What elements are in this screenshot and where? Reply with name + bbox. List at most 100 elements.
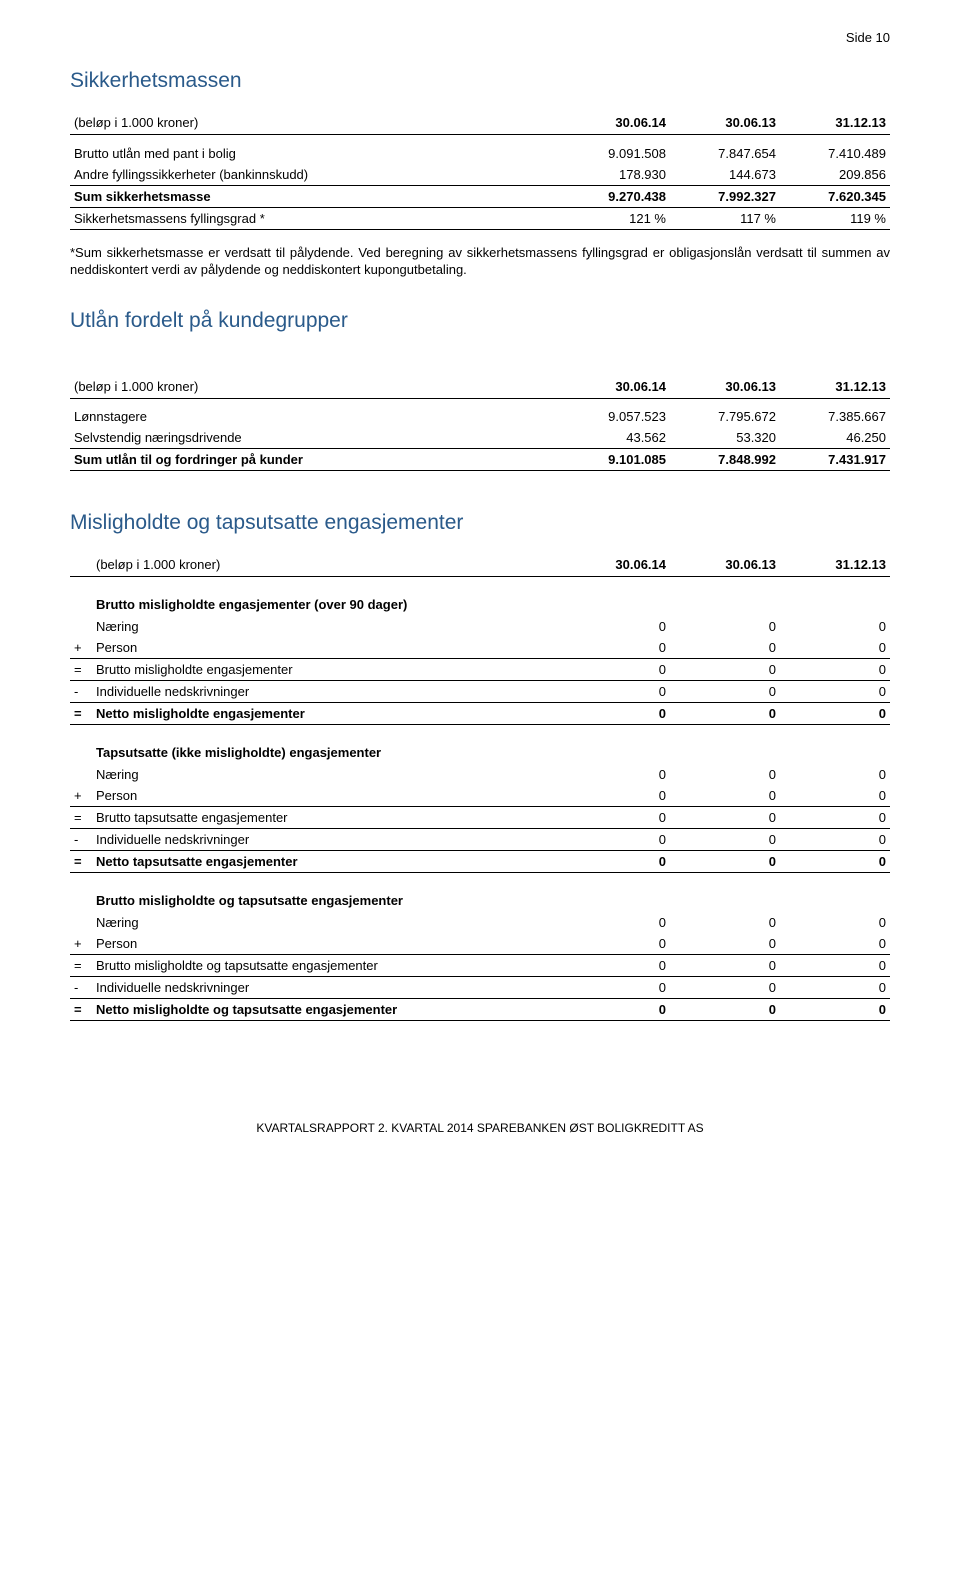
sum-value: 9.101.085: [560, 449, 670, 471]
op-cell: =: [70, 955, 92, 977]
row-value: 9.091.508: [560, 143, 670, 164]
table-header-row: (beløp i 1.000 kroner) 30.06.14 30.06.13…: [70, 111, 890, 135]
row-value: 0: [670, 829, 780, 851]
table-misligholdte: (beløp i 1.000 kroner) 30.06.14 30.06.13…: [70, 553, 890, 1021]
row-label: Netto misligholdte og tapsutsatte engasj…: [92, 999, 560, 1021]
row-value: 209.856: [780, 164, 890, 186]
table-row: [70, 398, 890, 406]
group-title: Brutto misligholdte og tapsutsatte engas…: [92, 887, 890, 912]
row-value: 0: [780, 659, 890, 681]
section-title-misligholdte: Misligholdte og tapsutsatte engasjemente…: [70, 511, 890, 535]
row-label: Brutto tapsutsatte engasjementer: [92, 807, 560, 829]
row-value: 0: [560, 681, 670, 703]
table-row: Andre fyllingssikkerheter (bankinnskudd)…: [70, 164, 890, 186]
sum-row: Sum utlån til og fordringer på kunder 9.…: [70, 449, 890, 471]
row-value: 0: [780, 829, 890, 851]
row-value: 46.250: [780, 427, 890, 449]
table-row: =Netto tapsutsatte engasjementer000: [70, 851, 890, 873]
row-value: 0: [670, 785, 780, 807]
row-value: 7.847.654: [670, 143, 780, 164]
table-row: Næring000: [70, 912, 890, 933]
row-value: 0: [780, 807, 890, 829]
sum-row: Sum sikkerhetsmasse 9.270.438 7.992.327 …: [70, 185, 890, 207]
table-row: =Brutto tapsutsatte engasjementer000: [70, 807, 890, 829]
table-sikkerhetsmassen: (beløp i 1.000 kroner) 30.06.14 30.06.13…: [70, 111, 890, 230]
row-label: Andre fyllingssikkerheter (bankinnskudd): [70, 164, 560, 186]
row-value: 0: [560, 912, 670, 933]
table-row: =Brutto misligholdte engasjementer000: [70, 659, 890, 681]
group-title-row: Brutto misligholdte engasjementer (over …: [70, 591, 890, 616]
table-row: +Person000: [70, 785, 890, 807]
row-value: 7.385.667: [780, 406, 890, 427]
row-value: 0: [780, 933, 890, 955]
table-row: =Netto misligholdte og tapsutsatte engas…: [70, 999, 890, 1021]
group-title-row: Tapsutsatte (ikke misligholdte) engasjem…: [70, 739, 890, 764]
row-label: Næring: [92, 616, 560, 637]
row-value: 0: [780, 999, 890, 1021]
row-value: 0: [670, 851, 780, 873]
row-label: Individuelle nedskrivninger: [92, 977, 560, 999]
group-title: Brutto misligholdte engasjementer (over …: [92, 591, 890, 616]
op-col: [70, 553, 92, 577]
table-row: =Brutto misligholdte og tapsutsatte enga…: [70, 955, 890, 977]
row-value: 0: [560, 807, 670, 829]
table-row: Brutto utlån med pant i bolig 9.091.508 …: [70, 143, 890, 164]
row-value: 0: [560, 616, 670, 637]
row-value: 0: [780, 785, 890, 807]
row-value: 0: [560, 955, 670, 977]
row-label: Person: [92, 933, 560, 955]
table-row: -Individuelle nedskrivninger000: [70, 829, 890, 851]
col-header: 31.12.13: [780, 375, 890, 399]
col-header: 30.06.14: [560, 553, 670, 577]
sum-label: Sum sikkerhetsmasse: [70, 185, 560, 207]
group-spacer: [70, 577, 890, 592]
sum-value: 7.848.992: [670, 449, 780, 471]
op-cell: -: [70, 681, 92, 703]
row-value: 0: [780, 851, 890, 873]
op-cell: =: [70, 807, 92, 829]
row-value: 0: [780, 681, 890, 703]
row-label: Næring: [92, 912, 560, 933]
op-cell: [70, 616, 92, 637]
sum-value: 7.620.345: [780, 185, 890, 207]
row-label: Brutto misligholdte og tapsutsatte engas…: [92, 955, 560, 977]
table-row: =Netto misligholdte engasjementer000: [70, 703, 890, 725]
row-value: 0: [670, 616, 780, 637]
op-cell: +: [70, 933, 92, 955]
row-value: 0: [670, 764, 780, 785]
col-header: 30.06.13: [670, 375, 780, 399]
row-value: 0: [780, 703, 890, 725]
row-value: 0: [670, 659, 780, 681]
row-value: 0: [670, 955, 780, 977]
section-title-utlan: Utlån fordelt på kundegrupper: [70, 309, 890, 333]
row-value: 0: [780, 616, 890, 637]
row-value: 119 %: [780, 207, 890, 229]
sum-value: 9.270.438: [560, 185, 670, 207]
row-value: 0: [560, 703, 670, 725]
row-value: 7.410.489: [780, 143, 890, 164]
row-label: Selvstendig næringsdrivende: [70, 427, 560, 449]
op-cell: =: [70, 851, 92, 873]
row-value: 144.673: [670, 164, 780, 186]
table-row: Sikkerhetsmassens fyllingsgrad * 121 % 1…: [70, 207, 890, 229]
row-value: 0: [670, 681, 780, 703]
row-value: 0: [560, 999, 670, 1021]
table-row: -Individuelle nedskrivninger000: [70, 681, 890, 703]
sum-label: Sum utlån til og fordringer på kunder: [70, 449, 560, 471]
op-cell: +: [70, 785, 92, 807]
row-value: 0: [560, 659, 670, 681]
row-label: Lønnstagere: [70, 406, 560, 427]
op-cell: [70, 739, 92, 764]
row-value: 178.930: [560, 164, 670, 186]
row-value: 0: [670, 933, 780, 955]
op-cell: -: [70, 977, 92, 999]
row-label: Næring: [92, 764, 560, 785]
row-label: Individuelle nedskrivninger: [92, 681, 560, 703]
row-value: 0: [670, 912, 780, 933]
group-spacer: [70, 873, 890, 888]
row-value: 0: [670, 807, 780, 829]
page-footer: KVARTALSRAPPORT 2. KVARTAL 2014 SPAREBAN…: [70, 1121, 890, 1135]
row-value: 0: [560, 933, 670, 955]
col-header: 31.12.13: [780, 553, 890, 577]
col-header: 30.06.13: [670, 111, 780, 135]
